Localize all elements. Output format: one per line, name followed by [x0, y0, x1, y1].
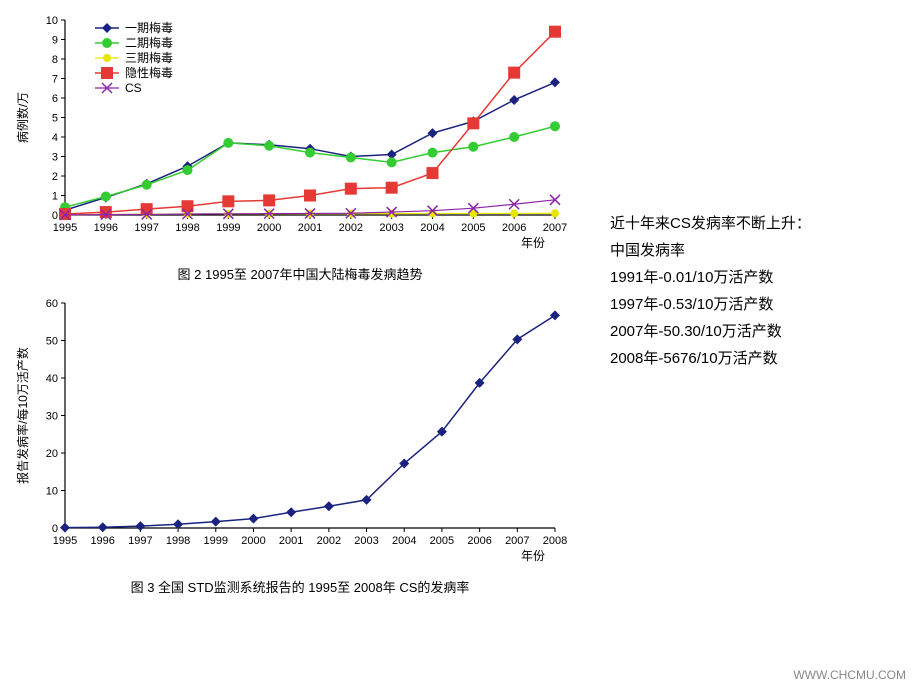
svg-text:2000: 2000	[241, 535, 265, 547]
svg-text:9: 9	[52, 35, 58, 47]
side-text-line: 2007年-50.30/10万活产数	[610, 318, 811, 345]
svg-text:CS: CS	[125, 81, 142, 95]
svg-text:1995: 1995	[53, 535, 77, 547]
svg-text:年份: 年份	[521, 549, 545, 563]
svg-text:2003: 2003	[379, 222, 403, 234]
svg-text:4: 4	[52, 132, 58, 144]
svg-text:10: 10	[46, 486, 58, 498]
svg-text:1999: 1999	[204, 535, 228, 547]
svg-text:2001: 2001	[279, 535, 303, 547]
svg-text:10: 10	[46, 15, 58, 27]
svg-text:2007: 2007	[543, 222, 567, 234]
svg-text:2002: 2002	[339, 222, 363, 234]
svg-text:2006: 2006	[467, 535, 491, 547]
svg-text:2008: 2008	[543, 535, 567, 547]
svg-text:1997: 1997	[134, 222, 158, 234]
svg-text:2004: 2004	[392, 535, 416, 547]
svg-text:1995: 1995	[53, 222, 77, 234]
svg-text:30: 30	[46, 411, 58, 423]
svg-text:1996: 1996	[94, 222, 118, 234]
side-text-line: 近十年来CS发病率不断上升：	[610, 210, 811, 237]
svg-text:二期梅毒: 二期梅毒	[125, 35, 173, 50]
svg-text:2: 2	[52, 171, 58, 183]
svg-text:60: 60	[46, 298, 58, 310]
svg-text:2001: 2001	[298, 222, 322, 234]
svg-text:2006: 2006	[502, 222, 526, 234]
svg-text:年份: 年份	[521, 236, 545, 250]
side-text-line: 1997年-0.53/10万活产数	[610, 291, 811, 318]
svg-text:50: 50	[46, 336, 58, 348]
svg-text:40: 40	[46, 373, 58, 385]
svg-text:2000: 2000	[257, 222, 281, 234]
svg-text:5: 5	[52, 113, 58, 125]
svg-text:病例数/万: 病例数/万	[15, 92, 30, 143]
svg-text:1998: 1998	[166, 535, 190, 547]
side-text-line: 中国发病率	[610, 237, 811, 264]
svg-text:一期梅毒: 一期梅毒	[125, 20, 173, 35]
svg-text:1998: 1998	[175, 222, 199, 234]
chart2: 0 10 20 30 40 50 60 1995 1996 1997 1998 1999 2000 200…	[10, 293, 590, 573]
side-text-line: 2008年-5676/10万活产数	[610, 345, 811, 372]
chart1: 0 1 2 3 4 5 6 7 8 9 10 1995 1996 1997 1998 1999 2000 2001…	[10, 10, 590, 260]
footer-url: WWW.CHCMU.COM	[793, 668, 906, 682]
svg-text:1: 1	[52, 191, 58, 203]
svg-text:2005: 2005	[430, 535, 454, 547]
svg-text:2007: 2007	[505, 535, 529, 547]
caption-chart1: 图 2 1995至 2007年中国大陆梅毒发病趋势	[10, 264, 590, 283]
side-text-line: 1991年-0.01/10万活产数	[610, 264, 811, 291]
svg-text:20: 20	[46, 448, 58, 460]
svg-text:3: 3	[52, 152, 58, 164]
svg-text:2004: 2004	[420, 222, 444, 234]
svg-text:报告发病率/每10万活产数: 报告发病率/每10万活产数	[15, 347, 30, 484]
side-text: 近十年来CS发病率不断上升：中国发病率1991年-0.01/10万活产数1997…	[610, 210, 811, 606]
svg-text:0: 0	[52, 523, 58, 535]
svg-text:三期梅毒: 三期梅毒	[125, 50, 173, 65]
svg-text:1997: 1997	[128, 535, 152, 547]
caption-chart2: 图 3 全国 STD监测系统报告的 1995至 2008年 CS的发病率	[10, 577, 590, 596]
svg-text:0: 0	[52, 210, 58, 222]
svg-text:2005: 2005	[461, 222, 485, 234]
svg-text:6: 6	[52, 93, 58, 105]
svg-text:隐性梅毒: 隐性梅毒	[125, 65, 173, 80]
svg-text:1996: 1996	[90, 535, 114, 547]
svg-text:7: 7	[52, 74, 58, 86]
svg-text:1999: 1999	[216, 222, 240, 234]
svg-text:2002: 2002	[317, 535, 341, 547]
svg-text:8: 8	[52, 54, 58, 66]
svg-text:2003: 2003	[354, 535, 378, 547]
